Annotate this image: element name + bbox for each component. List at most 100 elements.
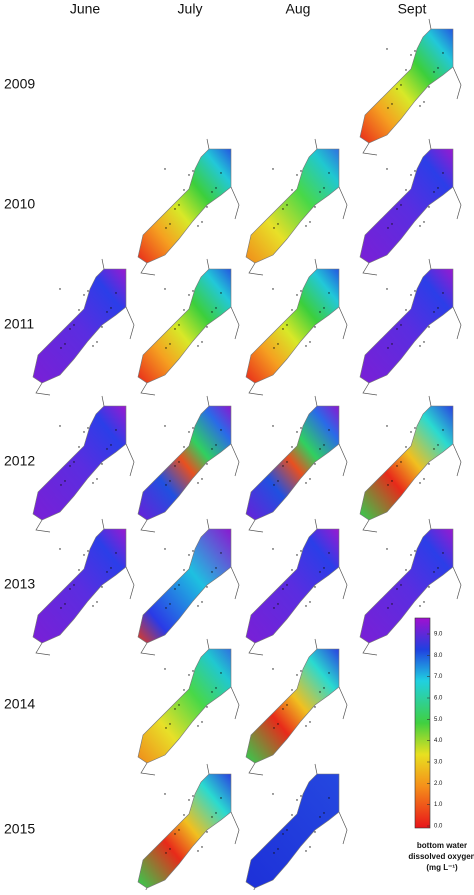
station bbox=[277, 603, 279, 605]
station bbox=[115, 552, 117, 554]
station bbox=[428, 586, 430, 588]
station bbox=[273, 347, 275, 349]
station bbox=[64, 480, 66, 482]
station bbox=[410, 431, 412, 433]
station bbox=[282, 465, 284, 467]
lake-fill bbox=[137, 528, 232, 644]
map-panel bbox=[359, 395, 462, 533]
station bbox=[286, 204, 288, 206]
station bbox=[423, 221, 425, 223]
station bbox=[192, 550, 194, 552]
station bbox=[101, 586, 103, 588]
station bbox=[414, 550, 416, 552]
station bbox=[188, 174, 190, 176]
row-label: 2012 bbox=[4, 453, 35, 469]
station bbox=[319, 816, 321, 818]
station bbox=[197, 345, 199, 347]
station bbox=[291, 569, 293, 571]
row-label: 2010 bbox=[4, 196, 35, 212]
station bbox=[396, 465, 398, 467]
station bbox=[391, 480, 393, 482]
station bbox=[391, 223, 393, 225]
station bbox=[319, 191, 321, 193]
column-header: Aug bbox=[286, 1, 311, 17]
colorbar bbox=[414, 617, 431, 829]
station bbox=[201, 601, 203, 603]
station bbox=[206, 463, 208, 465]
column-header: Sept bbox=[398, 1, 427, 17]
station bbox=[323, 187, 325, 189]
station bbox=[220, 429, 222, 431]
colorbar-tick-label: 6.0 bbox=[434, 696, 443, 702]
station bbox=[414, 170, 416, 172]
coastline bbox=[248, 638, 348, 776]
station bbox=[178, 461, 180, 463]
station bbox=[309, 478, 311, 480]
station bbox=[433, 448, 435, 450]
station bbox=[314, 206, 316, 208]
station bbox=[87, 290, 89, 292]
station bbox=[405, 189, 407, 191]
station bbox=[192, 670, 194, 672]
station bbox=[309, 601, 311, 603]
map-panel bbox=[359, 258, 462, 396]
station bbox=[215, 187, 217, 189]
station bbox=[400, 584, 402, 586]
station bbox=[169, 603, 171, 605]
station bbox=[220, 172, 222, 174]
station bbox=[174, 708, 176, 710]
map-panel bbox=[137, 138, 240, 276]
station bbox=[164, 168, 166, 170]
station bbox=[197, 605, 199, 607]
station bbox=[296, 674, 298, 676]
station bbox=[206, 706, 208, 708]
station bbox=[291, 814, 293, 816]
station bbox=[197, 725, 199, 727]
station bbox=[211, 191, 213, 193]
station bbox=[291, 309, 293, 311]
coastline bbox=[362, 18, 462, 156]
station bbox=[386, 288, 388, 290]
station bbox=[272, 793, 274, 795]
map-panel bbox=[32, 518, 135, 656]
station bbox=[96, 478, 98, 480]
station bbox=[309, 341, 311, 343]
station bbox=[197, 225, 199, 227]
station bbox=[165, 727, 167, 729]
station bbox=[305, 482, 307, 484]
station bbox=[206, 586, 208, 588]
station bbox=[78, 446, 80, 448]
station bbox=[106, 571, 108, 573]
station bbox=[106, 448, 108, 450]
row-label: 2014 bbox=[4, 696, 35, 712]
station bbox=[323, 812, 325, 814]
station bbox=[423, 101, 425, 103]
station bbox=[215, 812, 217, 814]
station bbox=[323, 444, 325, 446]
station bbox=[169, 848, 171, 850]
station bbox=[178, 204, 180, 206]
station bbox=[442, 552, 444, 554]
station bbox=[286, 324, 288, 326]
coastline bbox=[35, 518, 135, 656]
station bbox=[286, 584, 288, 586]
map-panel bbox=[245, 258, 348, 396]
station bbox=[428, 463, 430, 465]
labels: June July Aug Sept 2009 2010 2011 2012 2013 2014 2… bbox=[4, 1, 427, 837]
station bbox=[286, 461, 288, 463]
map-panel bbox=[137, 258, 240, 396]
station bbox=[286, 829, 288, 831]
station bbox=[414, 50, 416, 52]
colorbar-tick-label: 1.0 bbox=[434, 802, 443, 808]
station bbox=[183, 446, 185, 448]
station bbox=[314, 831, 316, 833]
station bbox=[387, 227, 389, 229]
station bbox=[319, 571, 321, 573]
station bbox=[319, 448, 321, 450]
station bbox=[87, 427, 89, 429]
colorbar-tick-label: 5.0 bbox=[434, 717, 443, 723]
station bbox=[323, 687, 325, 689]
lake-fill bbox=[359, 268, 454, 384]
coastline bbox=[35, 258, 135, 396]
